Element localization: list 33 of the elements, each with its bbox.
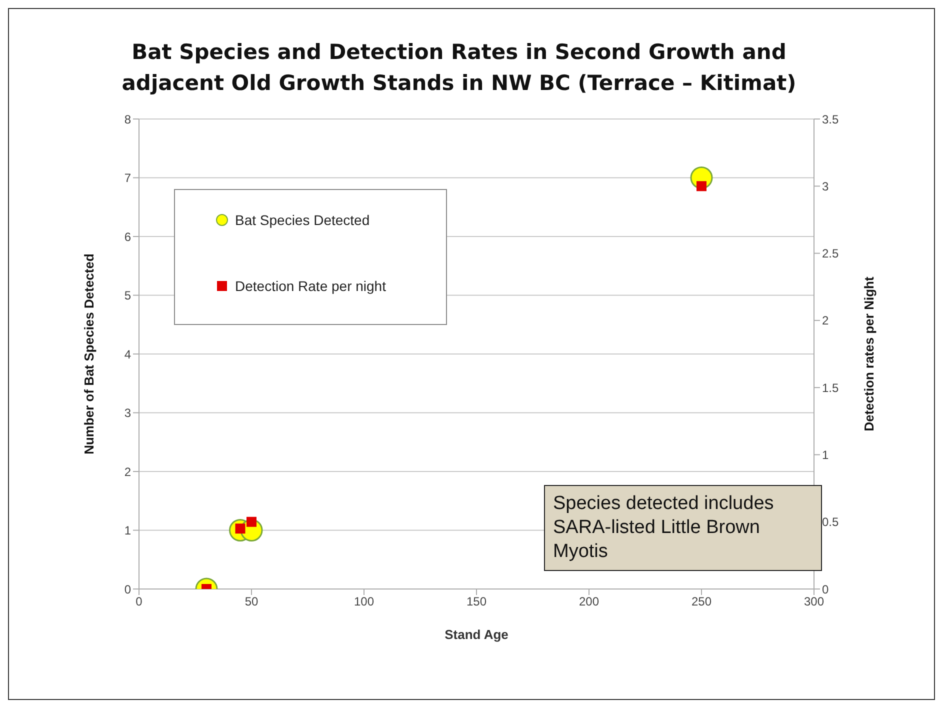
legend-label: Detection Rate per night <box>235 278 386 294</box>
y-tick-label: 7 <box>124 171 132 186</box>
x-tick-label: 50 <box>244 594 258 609</box>
y2-tick-label: 3.5 <box>822 112 840 126</box>
x-tick-label: 100 <box>354 594 374 609</box>
annotation: Species detected includes SARA-listed Little Brown Myotis <box>544 485 822 571</box>
y-tick-label: 1 <box>124 524 132 538</box>
y2-tick-label: 0.5 <box>822 515 840 530</box>
y-axis-title: Number of Bat Species Detected <box>82 254 97 454</box>
chart-title: Bat Species and Detection Rates in Second Growth and adjacent Old Growth Stands in NW BC (Terrace – Kitimat) <box>120 39 798 97</box>
y-tick-label: 0 <box>124 582 132 596</box>
x-tick-label: 300 <box>804 594 824 609</box>
y2-tick-label: 0 <box>822 582 829 596</box>
legend-label: Bat Species Detected <box>235 212 370 228</box>
point <box>696 181 706 192</box>
y2-tick-label: 1.5 <box>822 380 840 395</box>
y2-axis-title: Detection rates per Night <box>862 276 877 432</box>
x-tick-label: 200 <box>578 594 600 609</box>
x-tick-label: 150 <box>466 594 487 609</box>
x-tick-label: 250 <box>691 594 712 609</box>
x-tick-label: 0 <box>136 594 143 609</box>
y-tick-label: 6 <box>124 230 132 244</box>
point <box>246 516 256 527</box>
y-tick-label: 8 <box>124 112 132 126</box>
y-tick-label: 3 <box>124 406 132 420</box>
y2-tick-label: 3 <box>822 179 829 194</box>
x-axis-title: Stand Age <box>444 627 508 642</box>
y-tick-label: 4 <box>124 347 132 362</box>
y-tick-label: 5 <box>124 288 132 303</box>
y2-tick-label: 2 <box>822 314 829 328</box>
y2-tick-label: 1 <box>822 448 829 462</box>
y-tick-label: 2 <box>124 464 132 479</box>
y2-tick-label: 2.5 <box>822 246 840 261</box>
